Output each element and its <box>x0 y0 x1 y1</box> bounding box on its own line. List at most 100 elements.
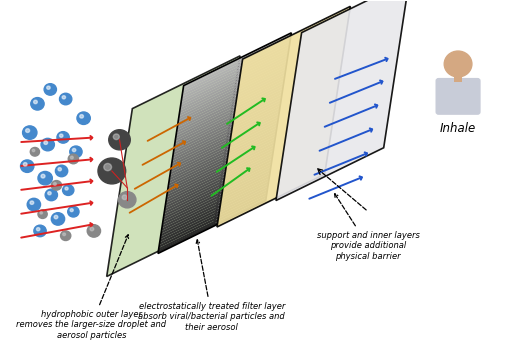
Polygon shape <box>161 181 269 237</box>
Polygon shape <box>169 125 277 181</box>
Circle shape <box>77 112 90 125</box>
Polygon shape <box>176 78 285 133</box>
Circle shape <box>44 84 56 95</box>
Circle shape <box>63 185 74 195</box>
Circle shape <box>63 233 65 236</box>
Polygon shape <box>159 190 267 245</box>
Polygon shape <box>166 142 275 198</box>
Text: electrostatically treated filter layer
absorb viral/bacterial particles and
thei: electrostatically treated filter layer a… <box>138 240 285 332</box>
Polygon shape <box>183 33 291 88</box>
Polygon shape <box>180 52 288 108</box>
Circle shape <box>65 187 68 190</box>
Polygon shape <box>182 38 290 94</box>
Polygon shape <box>276 0 409 201</box>
Polygon shape <box>165 151 274 206</box>
Polygon shape <box>160 184 268 239</box>
Polygon shape <box>182 41 290 97</box>
FancyBboxPatch shape <box>455 68 461 82</box>
Polygon shape <box>159 192 267 248</box>
Polygon shape <box>172 106 280 161</box>
Polygon shape <box>168 128 277 183</box>
Polygon shape <box>159 187 268 242</box>
Polygon shape <box>174 92 282 147</box>
Circle shape <box>55 165 68 177</box>
Polygon shape <box>171 111 279 167</box>
Polygon shape <box>107 56 240 276</box>
Circle shape <box>118 192 136 208</box>
Circle shape <box>21 160 34 172</box>
Polygon shape <box>171 114 279 170</box>
Circle shape <box>27 198 41 211</box>
Circle shape <box>44 141 48 145</box>
Polygon shape <box>162 170 270 226</box>
Text: hydrophobic outer layer
removes the larger-size droplet and
aerosol particles: hydrophobic outer layer removes the larg… <box>16 235 166 340</box>
Circle shape <box>98 158 126 184</box>
Polygon shape <box>169 122 278 178</box>
Circle shape <box>40 212 42 214</box>
Circle shape <box>122 195 127 200</box>
Polygon shape <box>158 195 267 251</box>
Circle shape <box>38 172 52 185</box>
Polygon shape <box>162 173 270 228</box>
Polygon shape <box>180 58 288 113</box>
Circle shape <box>54 215 58 219</box>
Polygon shape <box>168 134 276 189</box>
Polygon shape <box>163 164 271 220</box>
Circle shape <box>70 146 82 157</box>
Polygon shape <box>174 94 282 150</box>
Circle shape <box>30 147 40 156</box>
Polygon shape <box>165 153 273 209</box>
Polygon shape <box>158 198 266 254</box>
Polygon shape <box>181 49 289 105</box>
Circle shape <box>25 129 30 133</box>
Circle shape <box>48 192 51 195</box>
Circle shape <box>444 51 472 77</box>
Polygon shape <box>176 80 284 136</box>
Polygon shape <box>168 131 276 186</box>
Polygon shape <box>175 89 283 144</box>
Circle shape <box>34 225 46 237</box>
Polygon shape <box>175 83 284 139</box>
Circle shape <box>61 231 71 240</box>
Polygon shape <box>161 178 269 234</box>
Polygon shape <box>180 55 288 111</box>
Circle shape <box>60 134 63 137</box>
Circle shape <box>58 167 61 171</box>
Polygon shape <box>167 136 276 192</box>
Circle shape <box>31 98 44 110</box>
Circle shape <box>30 201 34 204</box>
Circle shape <box>23 163 27 166</box>
Circle shape <box>45 189 58 201</box>
Circle shape <box>46 86 50 89</box>
Polygon shape <box>217 6 351 227</box>
Polygon shape <box>178 66 286 122</box>
Circle shape <box>23 126 37 139</box>
Polygon shape <box>177 75 285 130</box>
Polygon shape <box>178 64 287 119</box>
Polygon shape <box>183 36 291 91</box>
Circle shape <box>38 210 47 218</box>
Polygon shape <box>162 175 270 231</box>
Circle shape <box>62 96 65 99</box>
Circle shape <box>70 156 73 159</box>
Polygon shape <box>164 159 272 214</box>
Polygon shape <box>163 167 271 223</box>
FancyBboxPatch shape <box>436 78 480 115</box>
Polygon shape <box>182 44 290 100</box>
Polygon shape <box>175 86 283 142</box>
Circle shape <box>70 209 73 212</box>
Polygon shape <box>173 103 281 158</box>
Circle shape <box>41 138 54 151</box>
Circle shape <box>104 163 111 171</box>
Circle shape <box>72 148 76 152</box>
Polygon shape <box>179 61 287 116</box>
Circle shape <box>51 181 62 190</box>
Text: Inhale: Inhale <box>440 121 476 135</box>
Polygon shape <box>170 120 278 175</box>
Polygon shape <box>173 97 281 153</box>
Polygon shape <box>177 72 285 128</box>
Polygon shape <box>166 145 274 200</box>
Circle shape <box>57 131 69 143</box>
Circle shape <box>109 130 130 150</box>
Polygon shape <box>172 108 280 164</box>
